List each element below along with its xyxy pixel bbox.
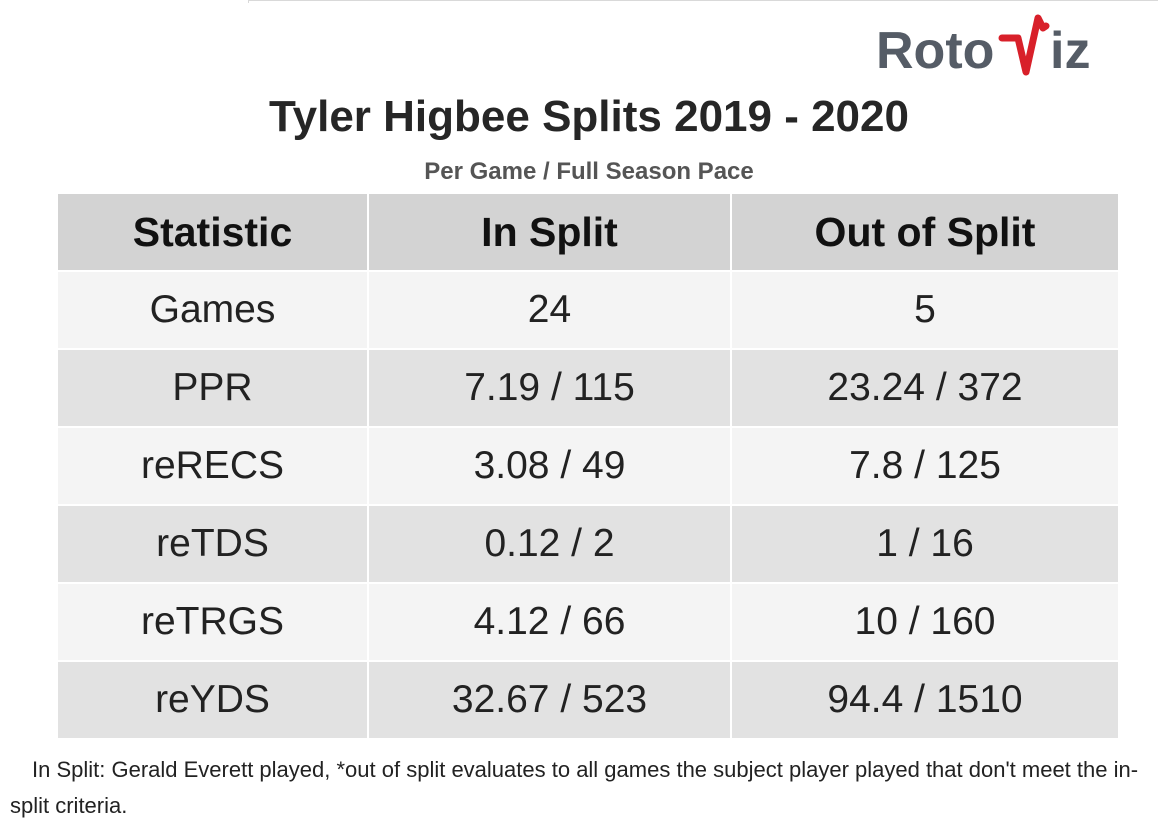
cell-in-split: 4.12 / 66 xyxy=(369,584,732,662)
cell-in-split: 32.67 / 523 xyxy=(369,662,732,740)
logo-text-left: Roto xyxy=(876,22,994,78)
cell-statistic: reYDS xyxy=(58,662,369,740)
cell-out-of-split: 7.8 / 125 xyxy=(732,428,1118,506)
cell-out-of-split: 23.24 / 372 xyxy=(732,350,1118,428)
header-statistic: Statistic xyxy=(58,194,369,272)
cell-statistic: reTDS xyxy=(58,506,369,584)
cell-statistic: PPR xyxy=(58,350,369,428)
top-border xyxy=(0,0,1158,4)
cell-in-split: 0.12 / 2 xyxy=(369,506,732,584)
cell-out-of-split: 94.4 / 1510 xyxy=(732,662,1118,740)
rotoviz-logo: Roto iz xyxy=(876,14,1090,78)
cell-statistic: Games xyxy=(58,272,369,350)
cell-in-split: 3.08 / 49 xyxy=(369,428,732,506)
table-header-row: Statistic In Split Out of Split xyxy=(58,194,1118,272)
cell-out-of-split: 5 xyxy=(732,272,1118,350)
footnote: In Split: Gerald Everett played, *out of… xyxy=(10,757,1139,818)
tab-edge xyxy=(248,0,1158,3)
logo-v-mark xyxy=(998,14,1050,76)
cell-statistic: reRECS xyxy=(58,428,369,506)
table-row: reTDS 0.12 / 2 1 / 16 xyxy=(58,506,1118,584)
table-row: reYDS 32.67 / 523 94.4 / 1510 xyxy=(58,662,1118,740)
chart-subtitle: Per Game / Full Season Pace xyxy=(424,158,754,185)
table-row: reRECS 3.08 / 49 7.8 / 125 xyxy=(58,428,1118,506)
chart-title: Tyler Higbee Splits 2019 - 2020 xyxy=(269,92,909,141)
cell-out-of-split: 10 / 160 xyxy=(732,584,1118,662)
header-in-split: In Split xyxy=(369,194,732,272)
logo-text-right: iz xyxy=(1050,22,1090,78)
table-row: Games 24 5 xyxy=(58,272,1118,350)
cell-in-split: 24 xyxy=(369,272,732,350)
table-row: reTRGS 4.12 / 66 10 / 160 xyxy=(58,584,1118,662)
cell-in-split: 7.19 / 115 xyxy=(369,350,732,428)
cell-out-of-split: 1 / 16 xyxy=(732,506,1118,584)
header-out-of-split: Out of Split xyxy=(732,194,1118,272)
cell-statistic: reTRGS xyxy=(58,584,369,662)
splits-table: Statistic In Split Out of Split Games 24… xyxy=(58,194,1118,740)
table-row: PPR 7.19 / 115 23.24 / 372 xyxy=(58,350,1118,428)
